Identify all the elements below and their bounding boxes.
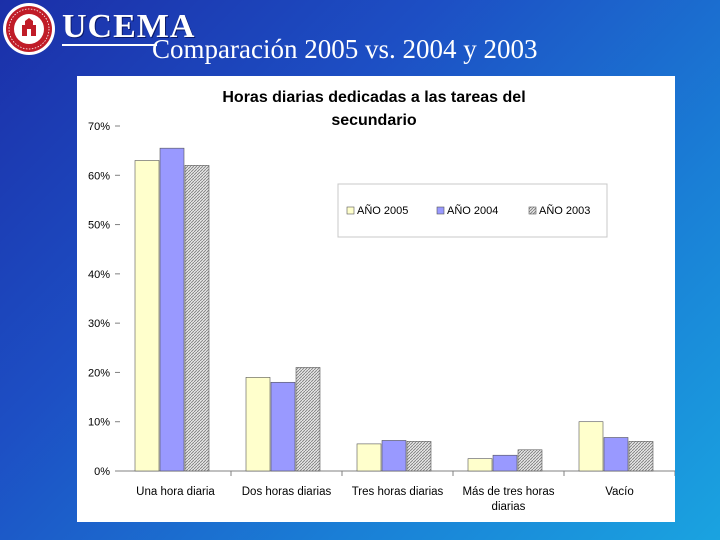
legend-box [337, 183, 608, 238]
legend-swatch-2005 [346, 206, 355, 215]
bar-a-o-2003-3 [517, 449, 543, 472]
bar-a-o-2004-3 [492, 454, 518, 472]
y-tick-label: 10% [88, 417, 110, 429]
bar-a-o-2003-4 [628, 441, 654, 472]
y-tick-label: 0% [94, 466, 110, 478]
bar-chart: Horas diarias dedicadas a las tareas del… [88, 89, 675, 513]
bar-a-o-2005-4 [578, 421, 604, 472]
x-category-label: Vacío [605, 486, 634, 498]
legend-swatch-2003 [528, 206, 537, 215]
slide-title: Comparación 2005 vs. 2004 y 2003 [152, 34, 538, 64]
chart-title-line-2: secundario [331, 112, 417, 129]
university-seal-logo [3, 3, 55, 55]
bar-a-o-2003-2 [406, 441, 432, 472]
bar-a-o-2003-0 [184, 165, 210, 472]
x-category-label: Más de tres horas [462, 486, 554, 498]
y-tick-label: 30% [88, 318, 110, 330]
legend-label-2004: AÑO 2004 [447, 204, 498, 217]
y-tick-label: 50% [88, 220, 110, 232]
bar-a-o-2003-1 [295, 367, 321, 472]
bar-a-o-2005-1 [245, 377, 271, 472]
chart-panel: Horas diarias dedicadas a las tareas del… [77, 76, 675, 522]
bar-a-o-2005-0 [134, 160, 160, 472]
x-category-label: Tres horas diarias [352, 486, 444, 498]
chart-title-line-1: Horas diarias dedicadas a las tareas del [222, 89, 525, 106]
legend-swatch-2004 [436, 206, 445, 215]
bar-a-o-2005-2 [356, 443, 382, 472]
legend-label-2005: AÑO 2005 [357, 204, 408, 217]
bar-a-o-2004-2 [381, 440, 407, 472]
y-tick-label: 70% [88, 121, 110, 133]
brand-name: UCEMA [62, 8, 196, 45]
y-tick-label: 20% [88, 367, 110, 379]
bar-a-o-2004-1 [270, 381, 296, 472]
x-category-label: Dos horas diarias [242, 486, 332, 498]
legend-label-2003: AÑO 2003 [539, 204, 590, 217]
y-tick-label: 60% [88, 170, 110, 182]
x-category-label: Una hora diaria [136, 486, 215, 498]
bar-a-o-2005-3 [467, 458, 493, 472]
legend: AÑO 2005 AÑO 2004 AÑO 2003 [337, 183, 608, 238]
x-category-label: diarias [492, 501, 526, 513]
y-tick-label: 40% [88, 269, 110, 281]
bar-a-o-2004-4 [603, 437, 629, 472]
bar-a-o-2004-0 [159, 147, 185, 472]
brand-underline [62, 44, 157, 46]
